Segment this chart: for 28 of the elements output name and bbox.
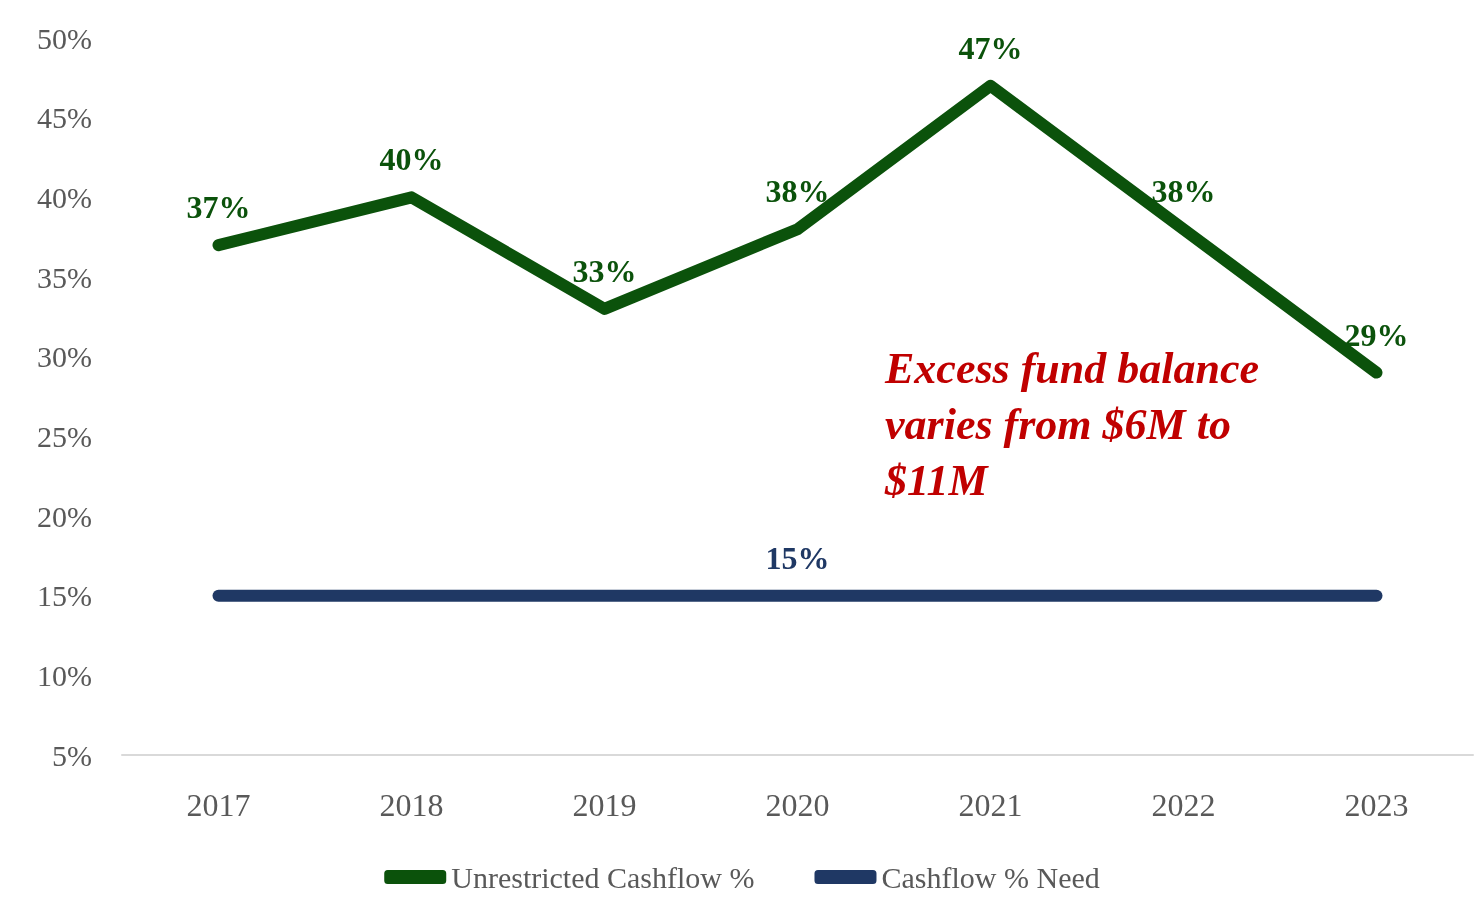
data-label: 29%: [1344, 316, 1409, 353]
x-tick-label: 2017: [186, 787, 251, 823]
data-label: 40%: [379, 141, 444, 178]
x-tick-label: 2023: [1344, 787, 1409, 823]
data-label: 47%: [958, 29, 1023, 66]
data-label: 15%: [765, 539, 830, 576]
y-tick-label: 45%: [37, 101, 92, 135]
y-tick-label: 25%: [37, 419, 92, 453]
x-tick-label: 2018: [379, 787, 444, 823]
y-tick-label: 35%: [37, 260, 92, 294]
legend-label: Cashflow % Need: [881, 860, 1100, 894]
x-tick-label: 2022: [1151, 787, 1216, 823]
y-tick-label: 50%: [37, 21, 92, 55]
data-label: 33%: [572, 252, 637, 289]
legend-label: Unrestricted Cashflow %: [451, 860, 755, 894]
y-tick-label: 15%: [37, 579, 92, 613]
x-tick-label: 2019: [572, 787, 637, 823]
y-tick-label: 5%: [52, 738, 92, 772]
data-label: 37%: [186, 189, 251, 226]
y-tick-label: 10%: [37, 658, 92, 692]
x-tick-label: 2021: [958, 787, 1023, 823]
x-tick-label: 2020: [765, 787, 830, 823]
y-tick-label: 20%: [37, 499, 92, 533]
annotation: Excess fund balance varies from $6M to $11M: [884, 343, 1270, 505]
data-label: 38%: [765, 173, 830, 210]
y-tick-label: 30%: [37, 340, 92, 374]
data-label: 38%: [1151, 173, 1216, 210]
y-tick-label: 40%: [37, 180, 92, 214]
